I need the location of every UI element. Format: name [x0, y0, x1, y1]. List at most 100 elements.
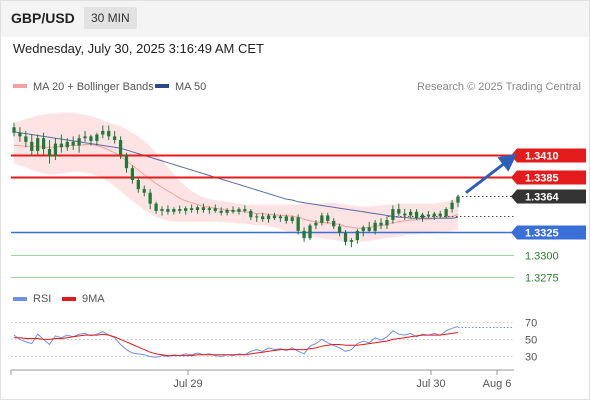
candle-body — [53, 143, 58, 157]
candle-body — [326, 215, 330, 221]
candle-body — [284, 216, 288, 221]
level-label-resistance: 1.3410 — [525, 151, 559, 163]
rsi-tick-label: 30 — [525, 352, 537, 364]
rsi-ma-legend-label: 9MA — [82, 293, 105, 305]
candle-body — [201, 207, 206, 210]
candle-body — [124, 154, 129, 169]
candle-body — [89, 136, 93, 141]
candle-body — [41, 138, 46, 150]
candle-body — [391, 209, 395, 220]
candle-body — [130, 168, 135, 180]
moving-averages — [13, 131, 459, 229]
chart-datetime: Wednesday, July 30, 2025 3:16:49 AM CET — [13, 41, 264, 56]
level-label-pointer — [511, 170, 517, 185]
forecast-arrow — [465, 153, 518, 194]
ma20-legend-label: MA 20 + Bollinger Bands — [33, 81, 154, 93]
candle-body — [373, 222, 377, 231]
candlesticks — [12, 122, 460, 248]
candle-body — [397, 209, 401, 214]
candle-body — [385, 220, 389, 226]
candle-body — [337, 226, 342, 233]
candle-body — [142, 189, 146, 193]
candle-body — [136, 180, 140, 190]
candle-body — [101, 130, 105, 135]
rsi-legend-label: RSI — [33, 293, 51, 305]
candle-body — [178, 209, 182, 211]
rsi-line — [13, 326, 459, 358]
candle-body — [113, 136, 117, 140]
candle-body — [343, 232, 348, 242]
level-label-bg-current — [517, 189, 586, 204]
x-axis: Jul 29 Jul 30 Aug 6 — [10, 370, 511, 390]
candle-body — [65, 141, 69, 148]
candle-body — [47, 149, 52, 157]
candle-body — [77, 138, 81, 146]
candle-body — [243, 209, 247, 211]
candle-body — [308, 225, 312, 239]
candle-body — [59, 143, 63, 148]
candle-body — [154, 203, 158, 211]
candle-body — [195, 207, 200, 210]
candle-body — [71, 141, 75, 146]
rsi-tick-label: 70 — [525, 318, 537, 330]
candle-body — [314, 222, 318, 226]
candle-body — [278, 216, 283, 219]
level-label-bg-support — [517, 225, 586, 240]
candle-body — [148, 192, 152, 204]
rsi-panel: 70 50 30 — [11, 318, 537, 364]
candle-body — [438, 213, 442, 217]
ma50-legend-label: MA 50 — [175, 81, 206, 93]
candle-body — [219, 210, 223, 213]
candle-body — [266, 215, 271, 220]
candle-body — [444, 209, 448, 217]
candle-body — [361, 227, 365, 231]
level-label-bg-resistance — [517, 148, 586, 163]
level-label-bg-resistance — [517, 170, 586, 185]
rsi-legend-swatch — [13, 297, 27, 301]
candle-body — [225, 210, 229, 213]
level-label-pointer — [511, 189, 517, 204]
candle-body — [255, 216, 259, 218]
price-levels: 1.3410 1.3385 1.3364 1.3325 1.3300 1.3275 — [11, 148, 586, 285]
candle-body — [290, 217, 294, 221]
candle-body — [118, 140, 123, 155]
ma20-legend-swatch — [13, 84, 27, 88]
candle-body — [349, 240, 354, 242]
candle-body — [302, 230, 306, 239]
candle-body — [332, 220, 336, 227]
rsi-tick-label: 50 — [525, 335, 537, 347]
candle-body — [414, 211, 419, 219]
ma50-line — [13, 131, 459, 219]
candle-body — [95, 134, 99, 141]
candle-body — [272, 215, 277, 219]
x-tick-label: Jul 30 — [416, 378, 445, 390]
candle-body — [409, 211, 413, 216]
candle-body — [166, 209, 170, 212]
candle-body — [237, 209, 241, 212]
candle-body — [184, 208, 188, 211]
level-label-pointer — [511, 225, 517, 240]
candle-body — [189, 208, 194, 210]
candle-body — [24, 136, 28, 142]
candle-body — [12, 127, 16, 133]
candle-body — [83, 136, 87, 139]
candle-body — [432, 213, 436, 217]
candle-body — [18, 132, 22, 137]
candle-body — [355, 230, 359, 240]
candle-body — [36, 138, 40, 151]
ma20-line — [14, 144, 459, 229]
top-bar: GBP/USD 30 MIN — [0, 0, 590, 37]
candle-body — [456, 196, 460, 203]
rsi-ma-legend-swatch — [62, 297, 76, 301]
candle-body — [107, 130, 111, 137]
level-label-current: 1.3364 — [525, 192, 560, 204]
candle-body — [450, 202, 454, 210]
candle-body — [367, 227, 371, 231]
timeframe-button[interactable]: 30 MIN — [84, 7, 137, 29]
ma50-legend-swatch — [155, 84, 169, 88]
candle-body — [30, 141, 34, 151]
x-tick-label: Jul 29 — [173, 378, 202, 390]
level-label-resistance: 1.3385 — [525, 173, 559, 185]
chart-legend: MA 20 + Bollinger Bands MA 50 Research ©… — [13, 81, 581, 93]
level-label-pointer — [511, 148, 517, 163]
